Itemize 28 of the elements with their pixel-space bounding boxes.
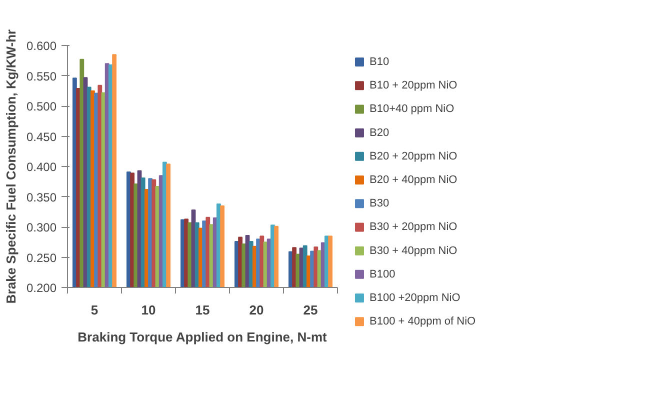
y-tick-label: 0.300 [26, 220, 57, 234]
x-tick-label: 20 [249, 302, 264, 318]
x-tick-label: 15 [195, 302, 210, 318]
x-tick-label: 5 [90, 302, 98, 318]
legend-label: B30 + 20ppm NiO [370, 221, 458, 234]
legend-label: B10 [370, 56, 390, 68]
legend-label: B100 [370, 268, 396, 280]
y-axis-title: Brake Specific Fuel Consumption, Kg/KW-hr [3, 29, 18, 304]
legend-label: B10 + 20ppm NiO [370, 80, 458, 92]
x-tick-label: 10 [141, 302, 156, 318]
y-tick-label: 0.350 [26, 190, 57, 204]
y-tick-label: 0.200 [26, 281, 57, 295]
y-tick-label: 0.450 [26, 130, 57, 144]
y-tick-label: 0.550 [26, 69, 57, 84]
x-tick-label: 25 [303, 302, 318, 318]
y-tick-label: 0.600 [26, 39, 57, 53]
legend-label: B100 + 40ppm of NiO [370, 316, 476, 328]
y-tick-label: 0.400 [26, 160, 57, 174]
legend-label: B30 [370, 198, 390, 210]
y-tick-label: 0.500 [26, 100, 57, 114]
legend-label: B20 + 20ppm NiO [370, 150, 458, 162]
legend-label: B100 +20ppm NiO [370, 292, 461, 304]
legend-label: B30 + 40ppm NiO [370, 244, 458, 257]
y-tick-label: 0.250 [26, 250, 57, 265]
x-axis-title: Braking Torque Applied on Engine, N-mt [78, 330, 328, 344]
legend-label: B20 [370, 126, 390, 139]
legend-label: B20 + 40ppm NiO [370, 174, 458, 186]
legend-label: B10+40 ppm NiO [370, 103, 455, 116]
